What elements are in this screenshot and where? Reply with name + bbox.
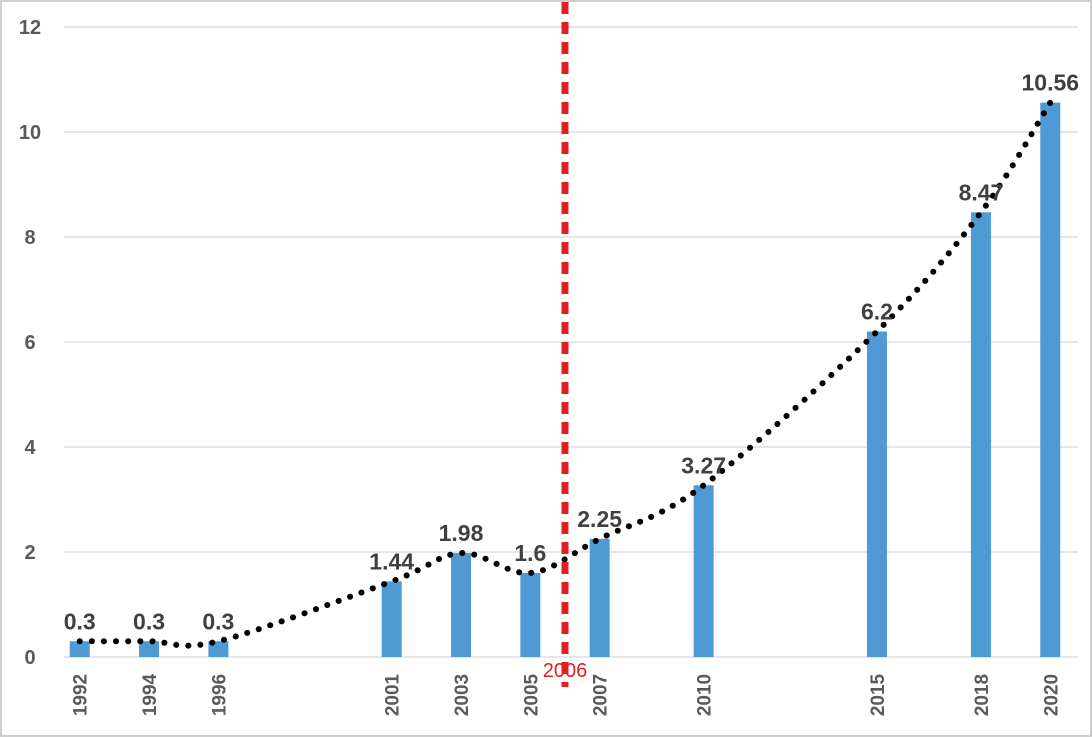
data-label: 0.3 xyxy=(133,608,165,634)
x-tick-label: 1996 xyxy=(209,674,230,716)
data-label: 2.25 xyxy=(577,506,622,532)
marker-label: 2006 xyxy=(543,660,588,682)
y-tick-label: 12 xyxy=(19,17,41,39)
trendline xyxy=(76,99,1054,649)
bar xyxy=(1040,102,1061,658)
bar xyxy=(866,331,887,657)
data-label: 6.2 xyxy=(861,299,893,325)
y-tick-label: 4 xyxy=(24,437,36,459)
trendline-path xyxy=(76,99,1054,649)
data-label: 3.27 xyxy=(681,452,726,478)
x-tick-label: 2001 xyxy=(383,673,404,716)
x-tick-label: 2015 xyxy=(868,673,889,716)
x-tick-label: 2003 xyxy=(452,674,473,716)
data-label: 1.44 xyxy=(369,548,414,574)
bar xyxy=(69,641,90,657)
bars xyxy=(69,102,1061,658)
data-label: 8.47 xyxy=(959,179,1004,205)
x-tick-label: 2005 xyxy=(521,673,542,716)
bar xyxy=(451,553,472,657)
x-tick-label: 1994 xyxy=(140,673,161,716)
y-axis-ticks: 0 2 4 6 8 10 12 xyxy=(19,17,41,669)
y-tick-label: 6 xyxy=(24,332,35,354)
y-tick-label: 8 xyxy=(24,227,35,249)
data-label: 1.98 xyxy=(439,520,484,546)
x-axis-ticks: 1992 1994 1996 2001 2003 2005 2007 2010 2015 2018… xyxy=(71,673,1063,716)
data-label: 0.3 xyxy=(202,608,234,634)
bar xyxy=(693,485,714,657)
data-label: 10.56 xyxy=(1021,70,1079,96)
bar xyxy=(970,212,991,657)
x-tick-label: 2010 xyxy=(695,674,716,716)
y-tick-label: 0 xyxy=(24,647,35,669)
x-tick-label: 2018 xyxy=(972,674,993,716)
bar xyxy=(381,581,402,657)
y-tick-label: 10 xyxy=(19,122,41,144)
vertical-marker: 2006 xyxy=(543,2,588,687)
bar xyxy=(139,641,160,657)
x-tick-label: 2007 xyxy=(591,674,612,716)
x-tick-label: 1992 xyxy=(71,674,92,716)
bar xyxy=(589,538,610,657)
data-label: 0.3 xyxy=(64,608,96,634)
gridlines xyxy=(64,26,1078,658)
bar xyxy=(520,573,541,657)
data-label: 1.6 xyxy=(514,540,546,566)
data-labels: 0.3 0.3 0.3 1.44 1.98 1.6 2.25 3.27 6.2 8.47 10.56 xyxy=(64,70,1079,635)
y-tick-label: 2 xyxy=(24,542,35,564)
x-tick-label: 2020 xyxy=(1041,674,1062,716)
